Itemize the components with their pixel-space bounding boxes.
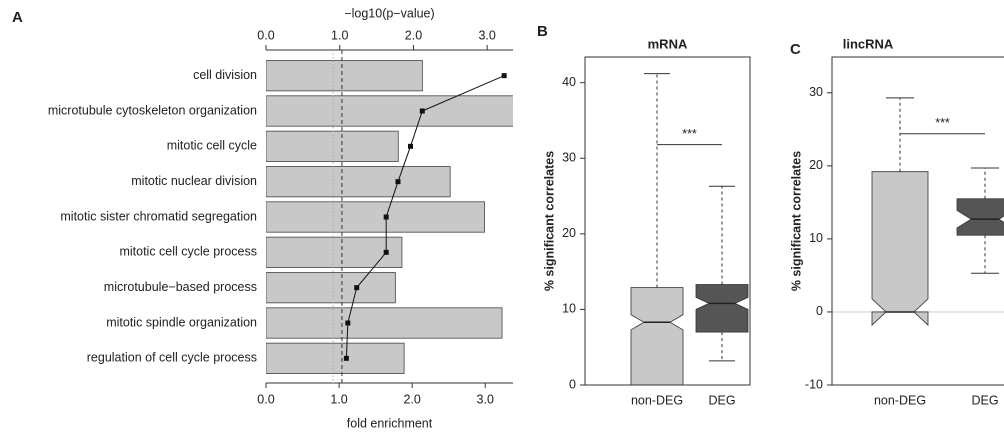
significance-label: *** [682, 127, 697, 141]
chart-title: mRNA [648, 36, 688, 51]
category-label: mitotic spindle organization [106, 315, 257, 329]
box [871, 171, 929, 327]
bar [266, 236, 403, 268]
x2-tick-label: 3.0 [478, 28, 495, 42]
y-axis-title: % significant correlates [542, 151, 556, 291]
bar [266, 60, 423, 92]
bar [266, 166, 451, 198]
x-tick-label: 0.0 [257, 392, 274, 406]
y-tick-label: 30 [562, 151, 576, 165]
panel-letter: A [12, 9, 23, 26]
panel-letter: C [790, 41, 801, 58]
point [395, 179, 401, 185]
x-tick-label: DEG [708, 393, 735, 407]
point [408, 143, 414, 149]
x-tick-label: non-DEG [631, 393, 683, 407]
point [343, 355, 349, 361]
category-label: microtubule cytoskeleton organization [48, 103, 257, 117]
point [419, 108, 425, 114]
x-tick-label: 2.0 [403, 392, 420, 406]
bar [266, 307, 503, 339]
bar [266, 95, 513, 127]
x2-tick-label: 2.0 [405, 28, 422, 42]
bar [266, 130, 399, 162]
y-tick-label: 20 [562, 226, 576, 240]
y-tick-label: -10 [805, 377, 823, 391]
y-tick-label: 40 [562, 75, 576, 89]
point [345, 320, 351, 326]
x-axis-title: fold enrichment [347, 416, 433, 430]
category-label: regulation of cell cycle process [87, 351, 257, 365]
significance-label: *** [935, 116, 950, 130]
bar [266, 342, 405, 374]
panel-letter: B [537, 23, 548, 40]
plot-area [266, 60, 513, 374]
y-tick-label: 10 [562, 302, 576, 316]
category-label: cell division [193, 68, 257, 82]
point [383, 214, 389, 220]
y-tick-label: 20 [809, 158, 823, 172]
category-label: mitotic nuclear division [131, 174, 257, 188]
y-tick-label: 0 [816, 304, 823, 318]
category-label: mitotic cell cycle process [119, 245, 257, 259]
plot-frame [831, 56, 1004, 386]
category-label: mitotic sister chromatid segregation [60, 209, 257, 223]
x-tick-label: 3.0 [477, 392, 494, 406]
bar [266, 272, 396, 304]
plot-frame [584, 56, 751, 386]
point [383, 249, 389, 255]
chart-title: lincRNA [843, 36, 894, 51]
category-label: mitotic cell cycle [167, 139, 257, 153]
y-tick-label: 0 [569, 377, 576, 391]
x2-tick-label: 1.0 [331, 28, 348, 42]
x-tick-label: 1.0 [330, 392, 347, 406]
x2-axis-title: −log10(p−value) [344, 6, 434, 20]
point [354, 285, 360, 291]
y-tick-label: 10 [809, 231, 823, 245]
point [501, 73, 507, 79]
y-axis-title: % significant correlates [789, 151, 803, 291]
x2-tick-label: 0.0 [257, 28, 274, 42]
box [630, 287, 684, 386]
category-label: microtubule−based process [104, 280, 257, 294]
x-tick-label: DEG [971, 393, 998, 407]
box [956, 198, 1004, 236]
bar [266, 201, 485, 233]
box [695, 284, 749, 333]
y-tick-label: 30 [809, 85, 823, 99]
x-tick-label: non-DEG [874, 393, 926, 407]
